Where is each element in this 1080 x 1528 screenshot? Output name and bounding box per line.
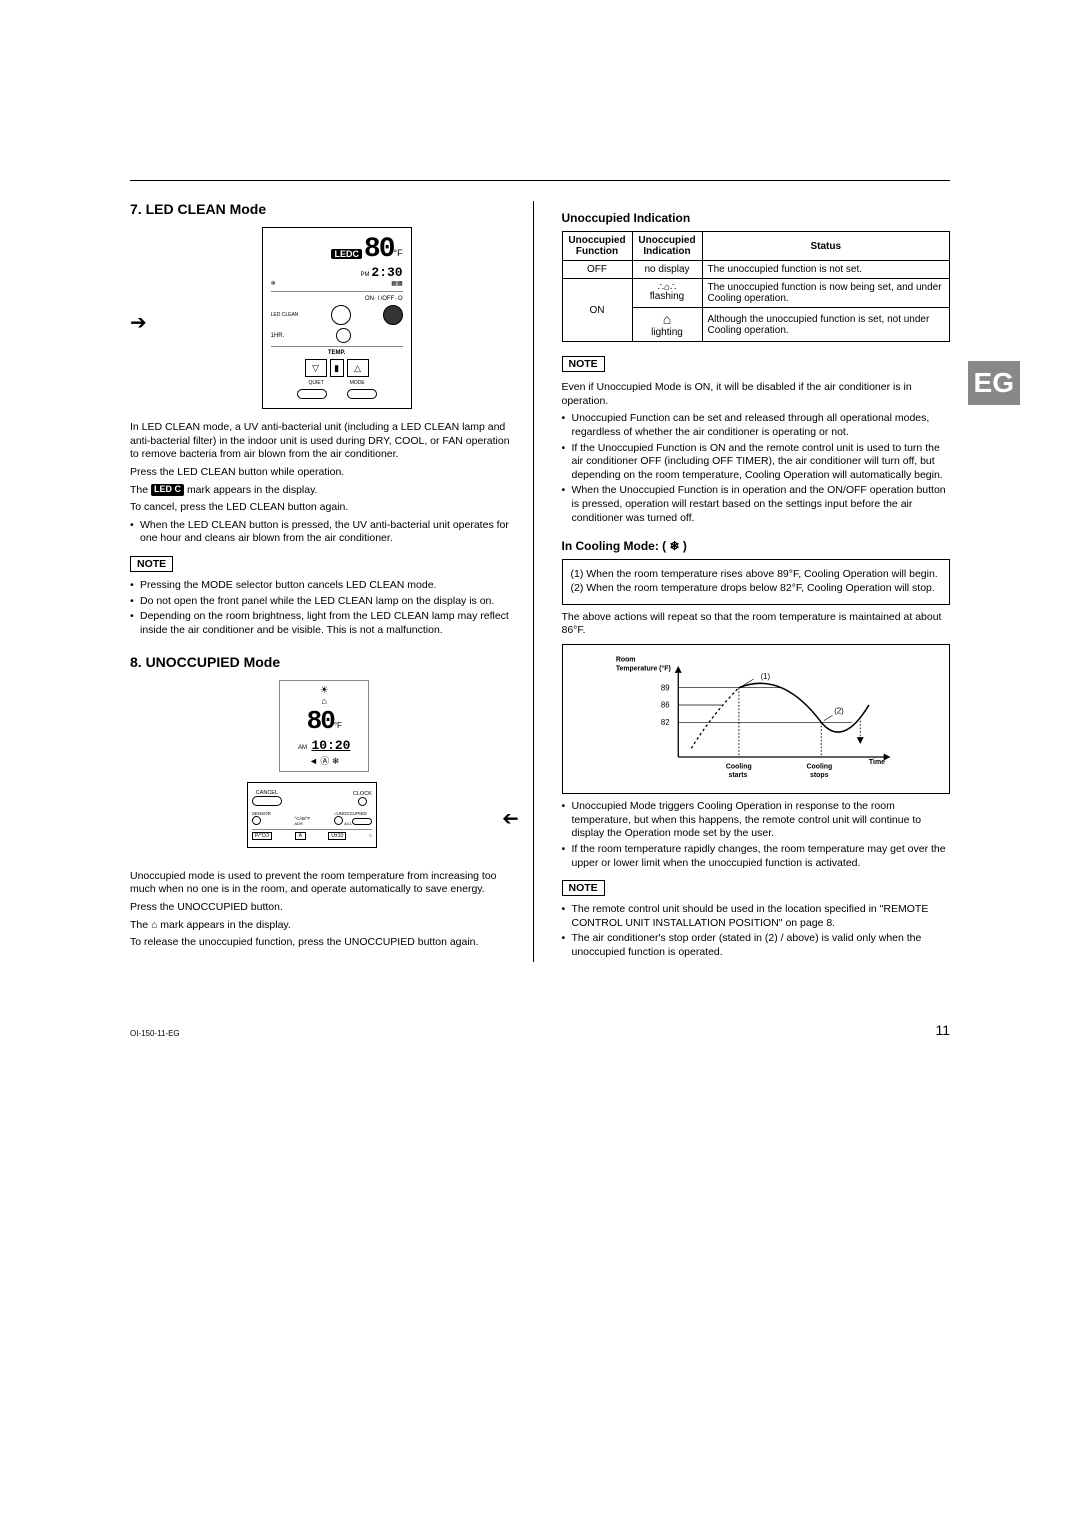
unoccupied-button[interactable] — [334, 816, 343, 825]
cooling-mode-title: In Cooling Mode: ( ❄ ) — [562, 539, 951, 553]
section-8-desc: Unoccupied mode is used to prevent the r… — [130, 870, 519, 897]
table-row: OFF no display The unoccupied function i… — [562, 261, 950, 279]
callout-1: (1) — [760, 672, 770, 681]
note-list: Unoccupied Function can be set and relea… — [562, 412, 951, 525]
section-7-press: Press the LED CLEAN button while operati… — [130, 466, 519, 480]
eg-tab: EG — [968, 361, 1020, 405]
note2-list: The remote control unit should be used i… — [562, 903, 951, 960]
callout-2: (2) — [834, 707, 844, 716]
acl-button[interactable] — [352, 818, 372, 825]
section-7-notes: Pressing the MODE selector button cancel… — [130, 579, 519, 638]
svg-text:stops: stops — [809, 772, 828, 779]
mode-button[interactable] — [347, 389, 377, 399]
note-box: NOTE — [130, 556, 173, 572]
section-7-cancel: To cancel, press the LED CLEAN button ag… — [130, 501, 519, 515]
quiet-button[interactable] — [297, 389, 327, 399]
sensor-button[interactable] — [252, 816, 261, 825]
ledc-badge: LEDC — [331, 249, 362, 259]
x-label-time: Time — [868, 759, 884, 766]
onoff-button[interactable] — [383, 305, 403, 325]
house-lighting-icon: ⌂ — [638, 311, 697, 327]
x-label-stops: Cooling — [806, 763, 832, 770]
temp-bar-button[interactable]: ▮ — [330, 359, 344, 377]
cancel-button[interactable] — [252, 796, 282, 806]
footer-code: OI-150-11-EG — [130, 1029, 180, 1038]
remote-panel-1: LEDC 80°F PM 2:30 ❄▦▦ ON· l /OFF· O LED … — [262, 227, 412, 409]
indication-table: Unoccupied Function Unoccupied Indicatio… — [562, 231, 951, 342]
temp-up-button[interactable]: △ — [347, 359, 369, 377]
cooling-note: The above actions will repeat so that th… — [562, 611, 951, 638]
y-axis-label: Room — [615, 657, 635, 664]
y-tick: 86 — [660, 701, 669, 710]
section-7-title: 7. LED CLEAN Mode — [130, 201, 519, 217]
x-label-starts: Cooling — [725, 763, 751, 770]
remote-temp: 80 — [364, 234, 394, 265]
remote-time: 2:30 — [371, 265, 402, 280]
ledc-inline-badge: LED C — [151, 484, 184, 496]
led-clean-button[interactable] — [331, 305, 351, 325]
section-8-title: 8. UNOCCUPIED Mode — [130, 654, 519, 670]
arrow-right-icon: ➔ — [130, 310, 147, 335]
section-7-desc: In LED CLEAN mode, a UV anti-bacterial u… — [130, 421, 519, 462]
after-graph-list: Unoccupied Mode triggers Cooling Operati… — [562, 800, 951, 870]
arrow-left-icon: ➔ — [502, 806, 519, 831]
svg-text:Temperature (°F): Temperature (°F) — [615, 664, 670, 672]
temp-down-button[interactable]: ▽ — [305, 359, 327, 377]
page-number: 11 — [935, 1022, 950, 1038]
table-row: ON ∴⌂∴ flashing The unoccupied function … — [562, 279, 950, 308]
lcd-panel: ☀ ⌂ 80°F AM 10:20 ◄ Ⓐ ❄ — [279, 680, 369, 772]
clock-button[interactable] — [358, 797, 367, 806]
remote-panel-2: CANCEL CLOCK SENSOR °C/48°FADR ⌂UNOCCUPI… — [247, 782, 377, 848]
indication-title: Unoccupied Indication — [562, 211, 951, 225]
temperature-graph: Room Temperature (°F) 89 86 82 — [562, 644, 951, 794]
section-8-press: Press the UNOCCUPIED button. — [130, 901, 519, 915]
note-box: NOTE — [562, 356, 605, 372]
section-8-the: The ⌂ mark appears in the display. — [130, 919, 519, 933]
note-box: NOTE — [562, 880, 605, 896]
note-intro: Even if Unoccupied Mode is ON, it will b… — [562, 381, 951, 408]
section-7-when: When the LED CLEAN button is pressed, th… — [130, 519, 519, 546]
svg-text:starts: starts — [728, 772, 747, 779]
section-8-release: To release the unoccupied function, pres… — [130, 936, 519, 950]
y-tick: 82 — [660, 718, 669, 727]
cooling-rules-box: (1) When the room temperature rises abov… — [562, 559, 951, 604]
y-tick: 89 — [660, 683, 669, 692]
1hr-button[interactable] — [336, 328, 351, 343]
house-flashing-icon: ∴⌂∴ — [638, 284, 697, 291]
